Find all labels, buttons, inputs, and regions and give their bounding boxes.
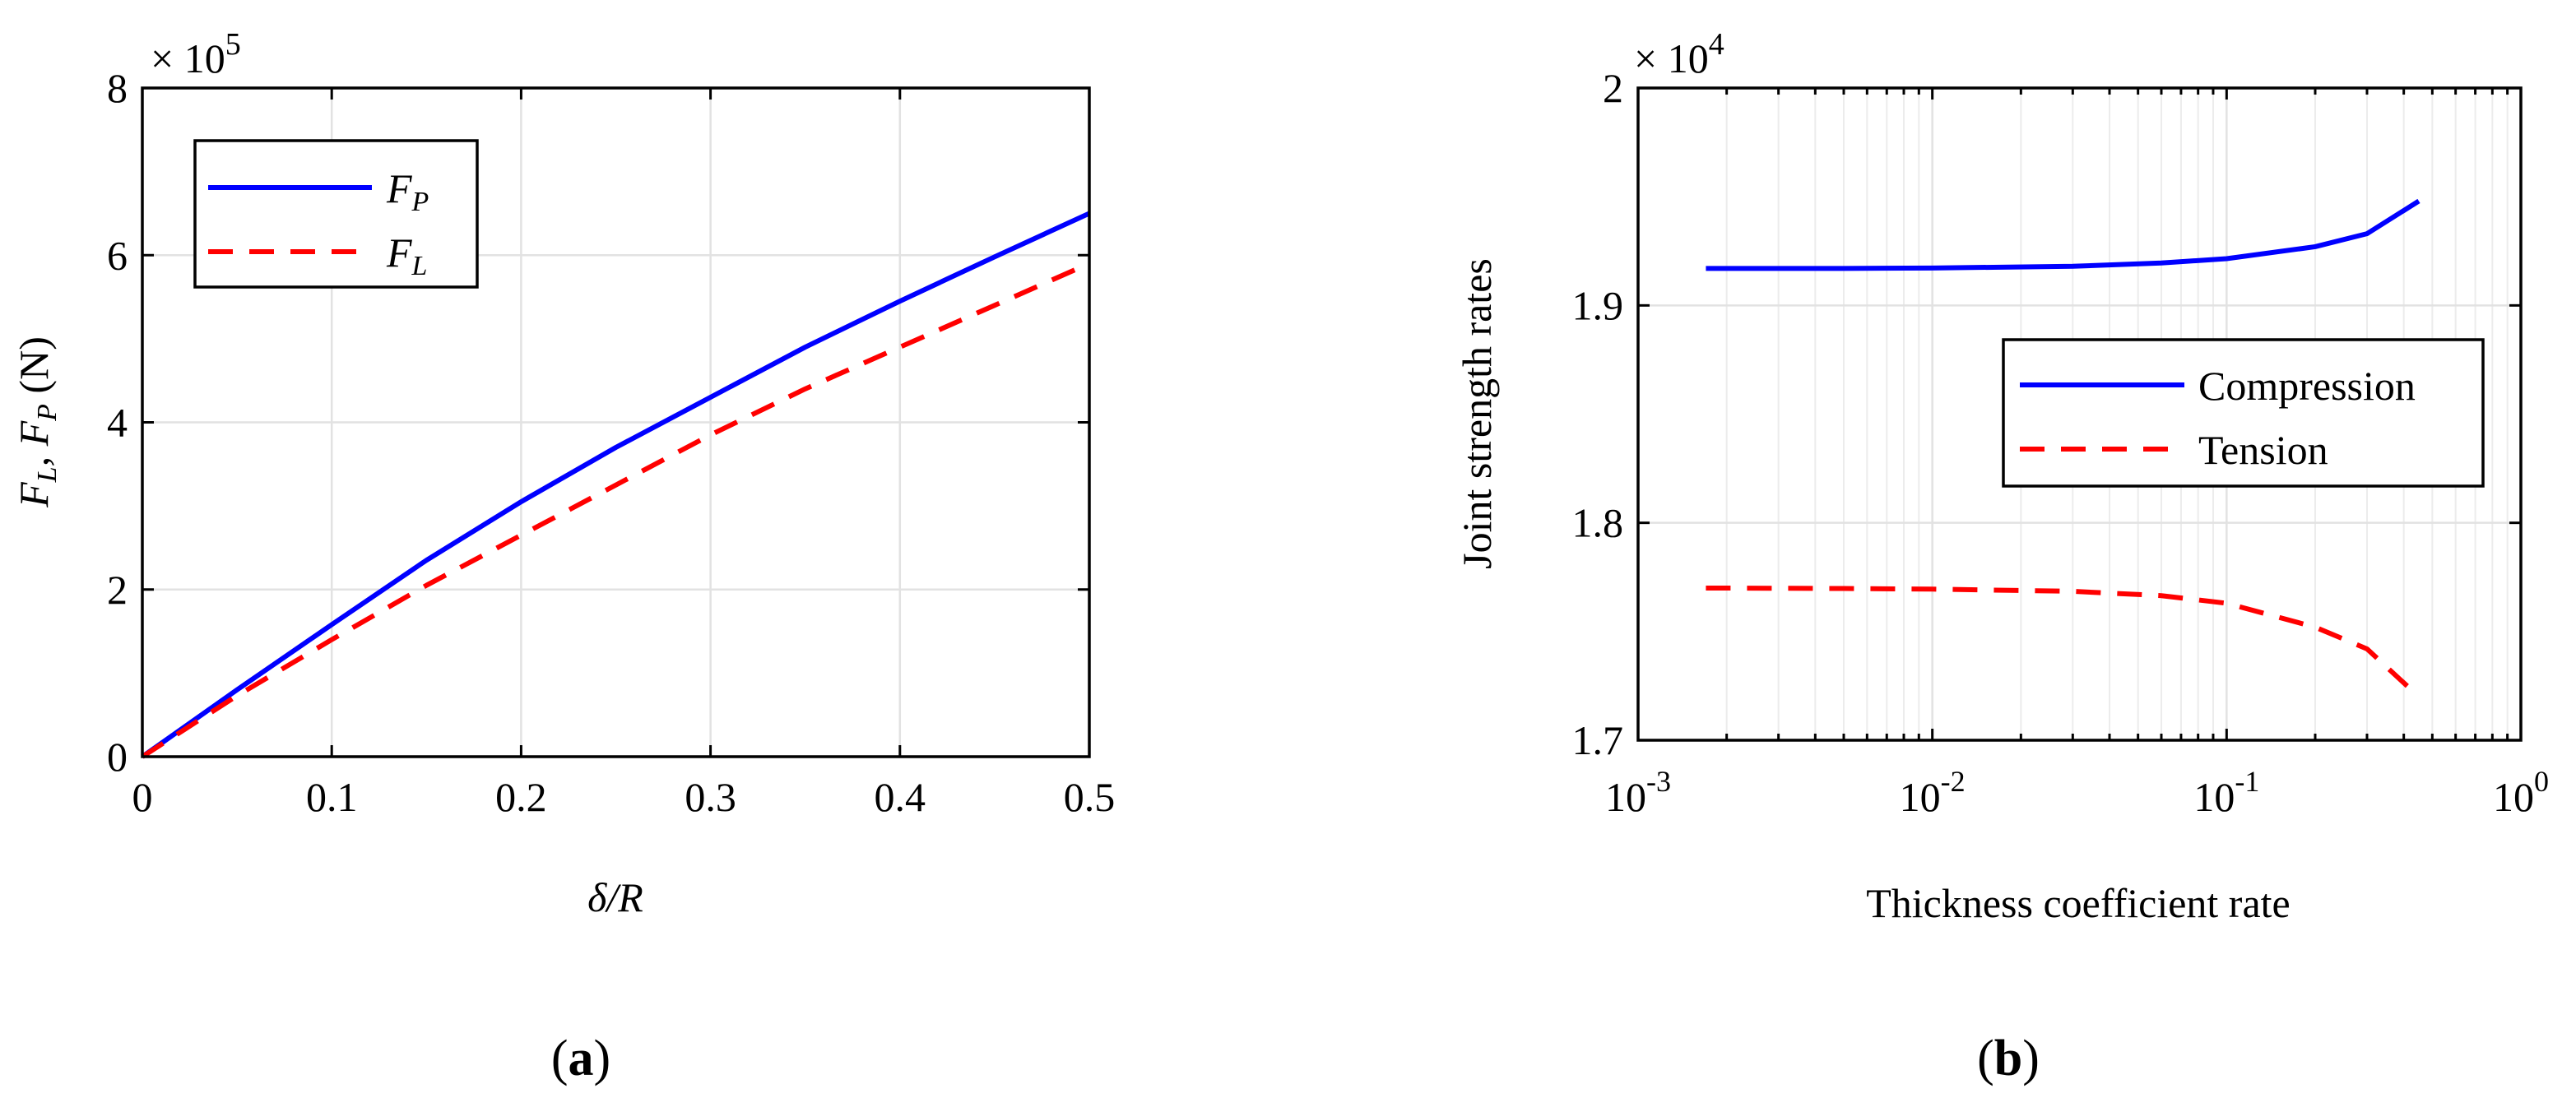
exponent-label-a: × 105 [151,27,241,81]
x-tick-label-b: 10-1 [2193,765,2259,820]
panel-b-close: ) [2022,1031,2040,1086]
y-label-a-part2: L [32,466,63,483]
y-axis-label-a: FL, FP (N) [11,336,63,508]
series-b [1706,198,2421,699]
x-tick-label-base-b: 10 [2493,774,2534,820]
x-tick-label-a: 0.3 [685,774,736,820]
x-tick-label-power-b: -1 [2235,765,2259,798]
legend-fl-sub: L [411,251,428,281]
legend-fp-sub: P [411,187,429,217]
panel-a-open: ( [551,1031,569,1086]
legend-box-a [193,139,479,289]
panel-label-a: (a) [551,1031,610,1086]
x-tick-label-a: 0.4 [875,774,926,820]
legend-a: FP FL [193,139,479,289]
x-tick-label-power-b: -3 [1646,765,1671,798]
y-tick-labels-b: 1.7 1.8 1.9 2 [1572,65,1624,763]
y-label-a-part1: F [11,482,57,508]
legend-label-fl: FL [386,229,427,281]
x-tick-label-b: 10-3 [1605,765,1671,820]
x-tick-label-base-b: 10 [2193,774,2235,820]
exponent-power-b: 4 [1709,27,1724,62]
y-label-a-part5: (N) [11,336,57,404]
chart-b: 10-3 10-2 10-1 100 1.71.81.92 × 104 Thickne… [1454,27,2549,1086]
y-tick-labels-a: 0 2 4 6 8 [107,65,128,780]
legend-label-tension: Tension [2198,427,2328,473]
y-tick-label-b: 1.8 [1572,500,1624,546]
series-line-f-l [141,261,1091,759]
legend-b: Compression Tension [2002,338,2485,488]
panel-label-b: (b) [1977,1031,2040,1086]
series-line-tension [1706,585,2421,699]
chart-a: 0 0.1 0.2 0.3 0.4 0.5 0 2 4 6 8 × 105 δ/R FL, FP … [11,27,1115,1086]
x-tick-label-a: 0.5 [1064,774,1116,820]
x-tick-labels-b: 10-3 10-2 10-1 100 [1605,765,2549,820]
y-tick-label-a: 6 [107,232,128,278]
x-axis-label-a: δ/R [587,874,643,920]
y-tick-label-b: 1.7 [1572,717,1624,763]
x-tick-label-a: 0.1 [306,774,358,820]
legend-label-compression: Compression [2198,363,2416,409]
x-tick-label-base-b: 10 [1900,774,1941,820]
y-tick-label-a: 4 [107,400,128,446]
x-tick-labels-a: 0 0.1 0.2 0.3 0.4 0.5 [132,774,1116,820]
x-tick-label-power-b: -2 [1941,765,1966,798]
exponent-base-b: × 10 [1634,35,1709,81]
exponent-base-a: × 10 [151,35,225,81]
legend-fp-main: F [386,165,412,211]
exponent-power-a: 5 [225,27,241,62]
y-label-a-part4: P [32,404,63,422]
panel-a-letter: a [569,1031,594,1086]
y-tick-label-b: 2 [1603,65,1623,111]
x-tick-label-b: 10-2 [1900,765,1966,820]
series-line-compression [1706,198,2421,271]
x-tick-label-b: 100 [2493,765,2549,820]
y-tick-label-b: 1.9 [1572,282,1624,328]
exponent-label-b: × 104 [1634,27,1724,81]
y-axis-label-b: Joint strength rates [1454,258,1500,569]
legend-box-b [2002,338,2485,488]
panel-b-letter: b [1994,1031,2022,1086]
legend-fl-main: F [386,229,412,276]
x-tick-label-a: 0.2 [495,774,547,820]
x-tick-label-power-b: 0 [2534,765,2549,798]
plot-frame-a [141,86,1091,758]
plot-frame-b [1636,86,2523,742]
series-line-f-p [141,211,1091,759]
series-a [141,211,1091,759]
x-axis-label-b: Thickness coefficient rate [1866,880,2291,926]
x-tick-label-base-b: 10 [1605,774,1646,820]
panel-b-open: ( [1977,1031,1994,1086]
y-tick-label-a: 2 [107,567,128,613]
legend-label-fp: FP [386,165,429,217]
panel-a-close: ) [594,1031,611,1086]
x-tick-label-a: 0 [132,774,153,820]
y-label-a-part3: , F [11,420,57,466]
y-tick-label-a: 8 [107,65,128,111]
y-tick-label-a: 0 [107,734,128,780]
